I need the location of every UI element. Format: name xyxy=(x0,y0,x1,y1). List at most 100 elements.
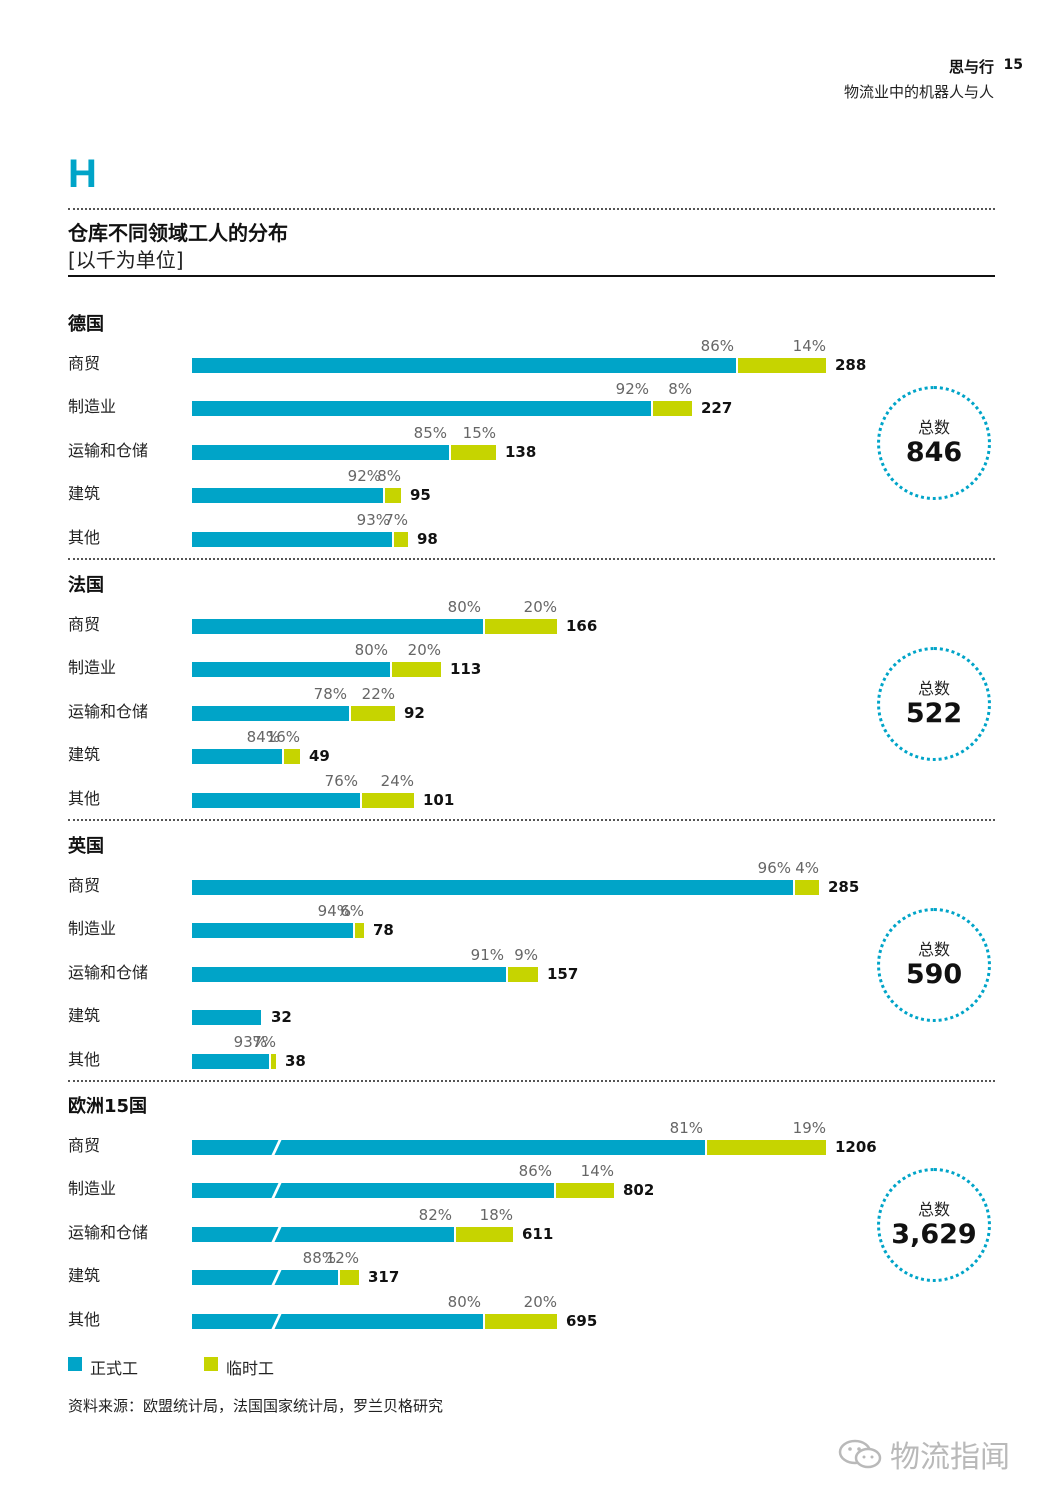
row-total-label: 317 xyxy=(368,1268,400,1286)
group-divider xyxy=(68,558,995,560)
row-total-label: 1206 xyxy=(835,1138,877,1156)
category-label: 商贸 xyxy=(68,1136,101,1155)
total-circle: 总数 3,629 xyxy=(877,1168,991,1282)
row-total-label: 802 xyxy=(623,1181,655,1199)
bar-temporary xyxy=(556,1183,614,1198)
bar-permanent xyxy=(192,401,651,416)
bar-temporary xyxy=(485,619,557,634)
permanent-pct-label: 76% xyxy=(324,772,358,790)
bar-permanent xyxy=(192,880,793,895)
temporary-pct-label: 12% xyxy=(325,1249,359,1267)
temporary-pct-label: 20% xyxy=(407,641,441,659)
bar-permanent xyxy=(192,1140,705,1155)
bar-temporary xyxy=(340,1270,359,1285)
category-label: 制造业 xyxy=(68,1179,117,1198)
category-label: 运输和仓储 xyxy=(68,963,149,982)
category-label: 建筑 xyxy=(68,484,101,503)
legend-temporary-swatch xyxy=(204,1357,218,1371)
permanent-pct-label: 91% xyxy=(470,946,504,964)
country-label: 德国 xyxy=(68,314,104,335)
permanent-pct-label: 93% xyxy=(356,511,390,529)
total-label: 总数 xyxy=(917,1200,950,1219)
bar-permanent xyxy=(192,532,392,547)
temporary-pct-label: 8% xyxy=(377,467,401,485)
bar-permanent xyxy=(192,662,390,677)
group-divider xyxy=(68,819,995,821)
temporary-pct-label: 4% xyxy=(795,859,819,877)
country-label: 英国 xyxy=(68,836,104,857)
category-label: 制造业 xyxy=(68,397,117,416)
legend-permanent-swatch xyxy=(68,1357,82,1371)
header-title: 思与行 xyxy=(948,58,994,76)
category-label: 建筑 xyxy=(68,1266,101,1285)
total-label: 总数 xyxy=(917,418,950,437)
category-label: 其他 xyxy=(68,789,101,808)
wechat-icon xyxy=(838,1439,882,1469)
bar-permanent xyxy=(192,1314,483,1329)
title-divider xyxy=(68,208,995,210)
bar-permanent xyxy=(192,967,506,982)
watermark: 物流指闻 xyxy=(838,1432,1010,1476)
category-label: 商贸 xyxy=(68,876,101,895)
bar-permanent xyxy=(192,619,483,634)
row-total-label: 227 xyxy=(701,399,733,417)
permanent-pct-label: 88% xyxy=(302,1249,336,1267)
legend-temporary-label: 临时工 xyxy=(226,1359,275,1378)
category-label: 其他 xyxy=(68,1050,101,1069)
temporary-pct-label: 18% xyxy=(479,1206,513,1224)
permanent-pct-label: 92% xyxy=(347,467,381,485)
row-total-label: 78 xyxy=(373,921,394,939)
row-total-label: 138 xyxy=(505,443,537,461)
row-total-label: 101 xyxy=(423,791,455,809)
temporary-pct-label: 6% xyxy=(340,902,364,920)
temporary-pct-label: 8% xyxy=(668,380,692,398)
bar-temporary xyxy=(795,880,819,895)
total-value: 3,629 xyxy=(891,1219,977,1250)
bar-temporary xyxy=(485,1314,557,1329)
permanent-pct-label: 80% xyxy=(447,598,481,616)
permanent-pct-label: 81% xyxy=(669,1119,703,1137)
section-letter: H xyxy=(68,152,97,196)
bar-permanent xyxy=(192,1270,338,1285)
temporary-pct-label: 19% xyxy=(792,1119,826,1137)
temporary-pct-label: 20% xyxy=(523,598,557,616)
bar-permanent xyxy=(192,793,360,808)
temporary-pct-label: 24% xyxy=(380,772,414,790)
row-total-label: 611 xyxy=(522,1225,554,1243)
total-value: 846 xyxy=(905,437,963,468)
category-label: 建筑 xyxy=(68,745,101,764)
category-label: 运输和仓储 xyxy=(68,441,149,460)
category-label: 商贸 xyxy=(68,354,101,373)
bar-permanent xyxy=(192,488,383,503)
category-label: 运输和仓储 xyxy=(68,1223,149,1242)
row-total-label: 98 xyxy=(417,530,438,548)
temporary-pct-label: 9% xyxy=(514,946,538,964)
category-label: 建筑 xyxy=(68,1006,101,1025)
total-circle: 总数 846 xyxy=(877,386,991,500)
category-label: 运输和仓储 xyxy=(68,702,149,721)
bar-temporary xyxy=(707,1140,826,1155)
permanent-pct-label: 96% xyxy=(757,859,791,877)
temporary-pct-label: 22% xyxy=(361,685,395,703)
permanent-pct-label: 94% xyxy=(317,902,351,920)
bar-temporary xyxy=(284,749,300,764)
country-label: 法国 xyxy=(68,575,104,596)
chart-subtitle: [以千为单位] xyxy=(68,248,184,272)
page-number: 15 xyxy=(1003,57,1023,73)
temporary-pct-label: 15% xyxy=(462,424,496,442)
temporary-pct-label: 7% xyxy=(384,511,408,529)
permanent-pct-label: 86% xyxy=(700,337,734,355)
bar-temporary xyxy=(271,1054,276,1069)
row-total-label: 288 xyxy=(835,356,867,374)
bar-temporary xyxy=(451,445,496,460)
header-subtitle: 物流业中的机器人与人 xyxy=(843,83,994,101)
row-total-label: 92 xyxy=(404,704,425,722)
permanent-pct-label: 80% xyxy=(354,641,388,659)
country-label: 欧洲15国 xyxy=(68,1096,148,1117)
bar-permanent xyxy=(192,445,449,460)
bar-temporary xyxy=(385,488,401,503)
bar-permanent xyxy=(192,1054,269,1069)
permanent-pct-label: 86% xyxy=(518,1162,552,1180)
row-total-label: 166 xyxy=(566,617,598,635)
category-label: 制造业 xyxy=(68,919,117,938)
